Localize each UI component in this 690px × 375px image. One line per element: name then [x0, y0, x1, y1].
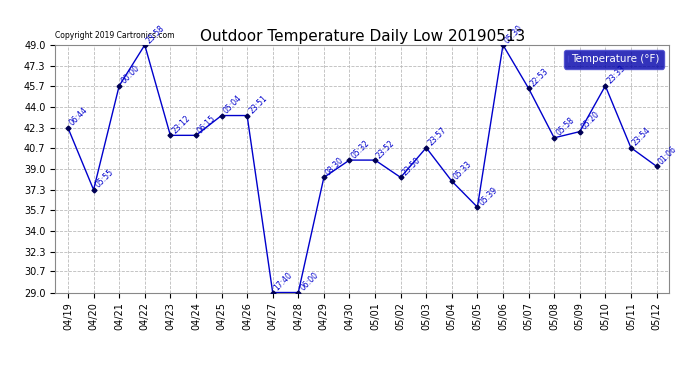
Text: 05:39: 05:39	[477, 185, 500, 207]
Text: 01:06: 01:06	[656, 144, 678, 166]
Text: 00:00: 00:00	[119, 64, 141, 86]
Text: 05:30: 05:30	[503, 23, 525, 45]
Text: Copyright 2019 Cartronics.com: Copyright 2019 Cartronics.com	[55, 31, 175, 40]
Text: 22:53: 22:53	[529, 67, 551, 88]
Text: 23:54: 23:54	[631, 126, 653, 148]
Text: 23:50: 23:50	[401, 156, 422, 177]
Text: 06:44: 06:44	[68, 106, 90, 128]
Legend: Temperature (°F): Temperature (°F)	[564, 50, 664, 69]
Text: 06:15: 06:15	[196, 114, 218, 135]
Text: 08:30: 08:30	[324, 156, 346, 177]
Text: 23:33: 23:33	[605, 64, 627, 86]
Text: 17:40: 17:40	[273, 271, 295, 292]
Text: 05:55: 05:55	[94, 168, 115, 190]
Text: 05:32: 05:32	[349, 138, 371, 160]
Text: 06:00: 06:00	[298, 271, 320, 292]
Text: 23:57: 23:57	[426, 126, 448, 148]
Text: 23:52: 23:52	[375, 138, 397, 160]
Text: 23:51: 23:51	[247, 94, 269, 116]
Text: 05:20: 05:20	[580, 110, 602, 132]
Text: 05:33: 05:33	[452, 159, 474, 181]
Title: Outdoor Temperature Daily Low 20190513: Outdoor Temperature Daily Low 20190513	[199, 29, 525, 44]
Text: 05:04: 05:04	[221, 94, 244, 116]
Text: 23:12: 23:12	[170, 114, 192, 135]
Text: 05:58: 05:58	[554, 116, 576, 138]
Text: 23:58: 23:58	[145, 23, 166, 45]
